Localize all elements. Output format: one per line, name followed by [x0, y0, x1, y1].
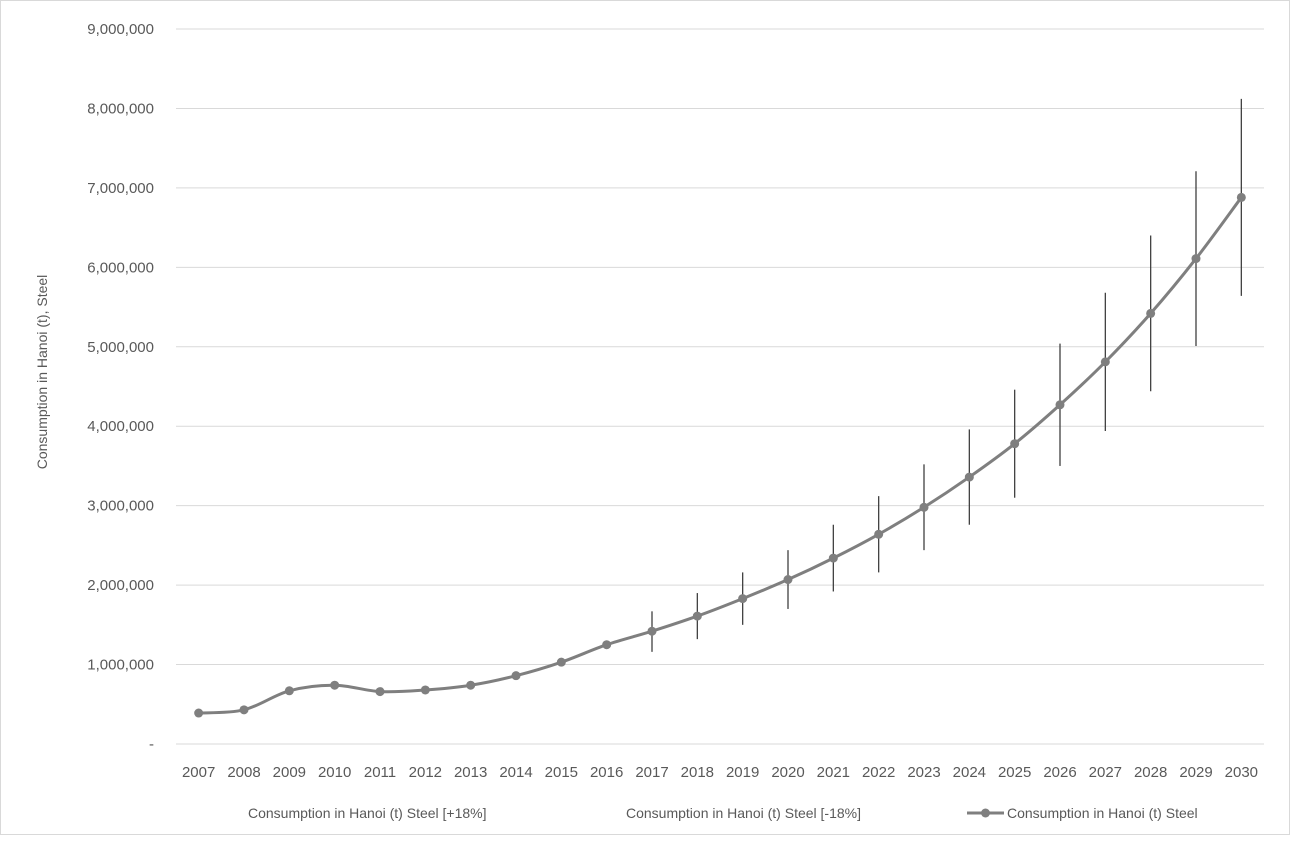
data-point	[466, 680, 476, 690]
series-points	[194, 192, 1246, 718]
legend-swatch-marker	[981, 808, 990, 818]
y-tick-label: -	[149, 736, 154, 753]
data-point	[1100, 357, 1110, 367]
x-axis-ticks: 2007 2008 2009 2010 2011 2012 2013 2014 2015 2016…	[182, 764, 1258, 781]
data-point	[602, 640, 612, 650]
data-point	[1236, 192, 1246, 202]
legend: Consumption in Hanoi (t) Steel [+18%] Con…	[248, 805, 1198, 821]
x-tick-label: 2010	[318, 764, 351, 781]
data-point	[1146, 308, 1156, 318]
data-point	[1010, 439, 1020, 449]
data-point	[239, 705, 249, 715]
x-tick-label: 2009	[273, 764, 306, 781]
y-tick-label: 8,000,000	[87, 100, 154, 117]
data-point	[692, 611, 702, 621]
x-tick-label: 2025	[998, 764, 1031, 781]
y-tick-label: 9,000,000	[87, 21, 154, 38]
y-tick-label: 5,000,000	[87, 339, 154, 356]
y-tick-label: 4,000,000	[87, 418, 154, 435]
x-tick-label: 2014	[499, 764, 532, 781]
x-tick-label: 2017	[635, 764, 668, 781]
data-point	[783, 575, 793, 585]
x-tick-label: 2021	[817, 764, 850, 781]
x-tick-label: 2026	[1043, 764, 1076, 781]
x-tick-label: 2013	[454, 764, 487, 781]
data-point	[194, 708, 204, 718]
x-tick-label: 2030	[1225, 764, 1258, 781]
data-point	[556, 657, 566, 667]
x-tick-label: 2027	[1089, 764, 1122, 781]
x-tick-label: 2022	[862, 764, 895, 781]
data-point	[964, 472, 974, 482]
x-tick-label: 2018	[681, 764, 714, 781]
gridlines	[176, 28, 1264, 745]
x-tick-label: 2029	[1179, 764, 1212, 781]
data-point	[647, 626, 657, 636]
legend-label: Consumption in Hanoi (t) Steel	[1007, 805, 1198, 821]
data-point	[330, 680, 340, 690]
data-point	[284, 686, 294, 696]
legend-label: Consumption in Hanoi (t) Steel [+18%]	[248, 805, 487, 821]
y-axis-ticks: - 1,000,000 2,000,000 3,000,000 4,000,000 5,0…	[87, 21, 154, 753]
data-point	[738, 594, 748, 604]
x-tick-label: 2028	[1134, 764, 1167, 781]
x-tick-label: 2019	[726, 764, 759, 781]
data-point	[1191, 254, 1201, 264]
y-tick-label: 6,000,000	[87, 259, 154, 276]
x-tick-label: 2011	[364, 764, 396, 781]
x-tick-label: 2016	[590, 764, 623, 781]
x-tick-label: 2020	[771, 764, 804, 781]
x-tick-label: 2012	[409, 764, 442, 781]
data-point	[828, 553, 838, 563]
data-point	[511, 671, 521, 681]
x-tick-label: 2023	[907, 764, 940, 781]
data-point	[1055, 400, 1065, 410]
data-point	[874, 529, 884, 539]
data-point	[919, 502, 929, 512]
data-point	[375, 687, 385, 697]
x-tick-label: 2007	[182, 764, 215, 781]
x-tick-label: 2015	[545, 764, 578, 781]
y-tick-label: 1,000,000	[87, 657, 154, 674]
x-tick-label: 2024	[953, 764, 986, 781]
y-axis-title: Consumption in Hanoi (t), Steel	[34, 275, 50, 470]
y-tick-label: 3,000,000	[87, 498, 154, 515]
y-tick-label: 7,000,000	[87, 180, 154, 197]
x-tick-label: 2008	[227, 764, 260, 781]
y-tick-label: 2,000,000	[87, 577, 154, 594]
legend-label: Consumption in Hanoi (t) Steel [-18%]	[626, 805, 861, 821]
data-point	[420, 685, 430, 695]
